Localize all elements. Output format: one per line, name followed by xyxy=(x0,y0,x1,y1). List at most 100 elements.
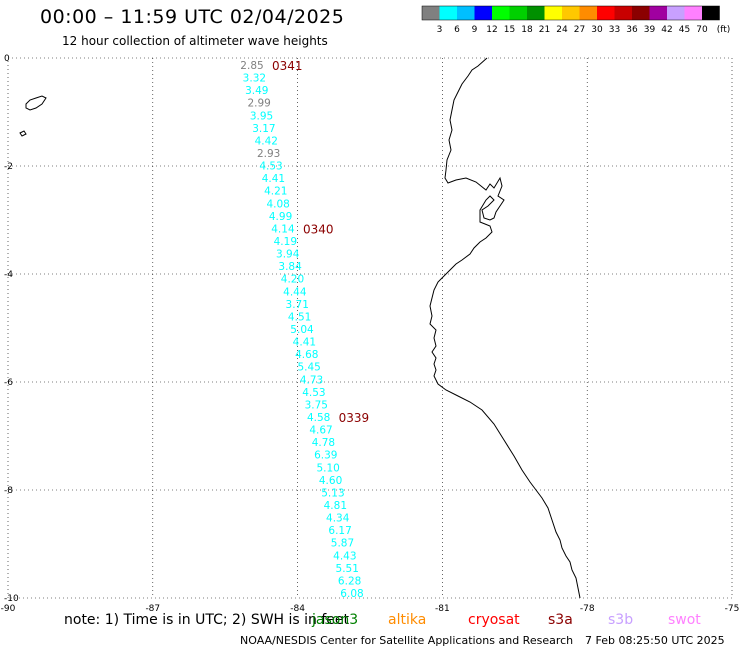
wave-height-value: 3.95 xyxy=(250,110,273,122)
wave-height-value: 4.78 xyxy=(312,437,335,449)
colorbar-swatch xyxy=(702,6,720,20)
map-title: 00:00 – 11:59 UTC 02/04/2025 xyxy=(40,6,345,28)
wave-height-value: 4.19 xyxy=(274,236,297,248)
wave-height-value: 6.08 xyxy=(340,588,363,600)
wave-height-value: 4.51 xyxy=(288,311,311,323)
island-1 xyxy=(25,95,47,111)
wave-height-value: 3.75 xyxy=(305,399,328,411)
colorbar-label: 30 xyxy=(591,25,603,35)
colorbar-label: 24 xyxy=(556,25,568,35)
wave-height-value: 4.99 xyxy=(269,211,292,223)
map-grid xyxy=(7,57,733,599)
wave-height-value: 4.43 xyxy=(333,550,356,562)
wave-height-value: 2.99 xyxy=(247,98,270,110)
wave-height-value: 4.42 xyxy=(255,135,278,147)
wave-height-value: 4.34 xyxy=(326,513,350,525)
satellite-legend-cryosat: cryosat xyxy=(468,612,520,628)
pass-time-label: 0340 xyxy=(303,222,334,236)
wave-height-value: 5.45 xyxy=(297,362,320,374)
colorbar-label: 3 xyxy=(437,25,443,35)
wave-height-value: 4.58 xyxy=(307,412,330,424)
wave-height-value: 4.73 xyxy=(300,374,323,386)
altimeter-track: 2.853.323.492.993.953.174.422.934.534.41… xyxy=(240,59,369,600)
wave-height-value: 6.28 xyxy=(338,575,361,587)
x-tick-label: -78 xyxy=(580,604,595,614)
footer-note: note: 1) Time is in UTC; 2) SWH is in fe… xyxy=(64,612,350,628)
colorbar-swatch xyxy=(684,6,702,20)
wave-height-value: 4.20 xyxy=(281,274,304,286)
colorbar-label: 15 xyxy=(504,25,515,35)
colorbar-swatch xyxy=(422,6,440,20)
wave-height-value: 3.84 xyxy=(278,261,302,273)
y-tick-label: 0 xyxy=(4,54,10,64)
satellite-legend-s3a: s3a xyxy=(548,612,573,628)
colorbar-swatch xyxy=(597,6,615,20)
axis-tick-labels: -90 -87 -84 -81 -78 -75 0 -2 -4 -6 -8 -10 xyxy=(1,54,740,614)
satellite-legend-jason3: jason3 xyxy=(312,612,359,628)
colorbar-label: 6 xyxy=(454,25,460,35)
wave-height-value: 3.94 xyxy=(276,249,300,261)
satellite-legend-s3b: s3b xyxy=(608,612,634,628)
colorbar-swatch xyxy=(649,6,667,20)
wave-height-value: 4.41 xyxy=(262,173,285,185)
wave-height-value: 3.32 xyxy=(243,73,266,85)
map-subtitle: 12 hour collection of altimeter wave hei… xyxy=(62,34,328,48)
colorbar-swatch xyxy=(457,6,475,20)
wave-height-value: 3.17 xyxy=(252,123,275,135)
generation-timestamp: 7 Feb 08:25:50 UTC 2025 xyxy=(585,634,725,647)
colorbar-label: 33 xyxy=(609,25,620,35)
pass-time-label: 0339 xyxy=(339,411,370,425)
wave-height-value: 2.93 xyxy=(257,148,280,160)
colorbar-label: 45 xyxy=(679,25,690,35)
colorbar-legend: 3 6 9 12 15 18 21 24 27 30 33 36 39 42 45 70 (ft) xyxy=(421,5,731,35)
south-america-coastline xyxy=(429,57,581,599)
colorbar-unit: (ft) xyxy=(717,25,731,35)
wave-height-value: 4.67 xyxy=(309,425,332,437)
colorbar-label: 12 xyxy=(486,25,497,35)
y-tick-label: -10 xyxy=(4,594,19,604)
colorbar-label: 39 xyxy=(644,25,656,35)
wave-height-value: 6.39 xyxy=(314,450,337,462)
y-tick-label: -4 xyxy=(4,270,13,280)
colorbar-swatch xyxy=(509,6,527,20)
x-tick-label: -81 xyxy=(435,604,450,614)
wave-height-value: 4.21 xyxy=(264,186,287,198)
colorbar-label: 18 xyxy=(521,25,533,35)
colorbar-label: 21 xyxy=(539,25,550,35)
wave-height-value: 2.85 xyxy=(240,60,263,72)
colorbar-swatch xyxy=(562,6,580,20)
colorbar-swatch xyxy=(439,6,457,20)
colorbar-swatch xyxy=(632,6,650,20)
x-tick-label: -90 xyxy=(1,604,16,614)
wave-height-value: 5.87 xyxy=(331,538,354,550)
wave-height-value: 4.53 xyxy=(259,161,282,173)
wave-height-value: 4.53 xyxy=(302,387,325,399)
wave-height-value: 4.08 xyxy=(266,198,289,210)
colorbar-label: 42 xyxy=(661,25,672,35)
wave-height-value: 4.68 xyxy=(295,349,318,361)
wave-height-value: 4.81 xyxy=(324,500,347,512)
credit-line: NOAA/NESDIS Center for Satellite Applica… xyxy=(240,634,574,647)
y-tick-label: -2 xyxy=(4,162,13,172)
satellite-legend-swot: swot xyxy=(668,612,701,628)
colorbar-swatch xyxy=(527,6,545,20)
wave-height-value: 6.17 xyxy=(328,525,351,537)
colorbar-label: 70 xyxy=(696,25,708,35)
wave-height-value: 3.49 xyxy=(245,85,268,97)
pass-time-label: 0341 xyxy=(272,59,303,73)
colorbar-swatch xyxy=(579,6,597,20)
map-frame xyxy=(7,57,733,599)
wave-height-value: 5.10 xyxy=(316,462,339,474)
island-2 xyxy=(19,130,27,137)
colorbar-label: 9 xyxy=(472,25,478,35)
colorbar-swatch xyxy=(544,6,562,20)
wave-height-value: 5.13 xyxy=(321,487,344,499)
colorbar-swatch xyxy=(474,6,492,20)
colorbar-frame xyxy=(421,5,720,21)
wave-height-value: 5.51 xyxy=(336,563,359,575)
wave-height-value: 4.14 xyxy=(271,223,295,235)
y-tick-label: -6 xyxy=(4,378,13,388)
wave-height-value: 4.44 xyxy=(283,286,307,298)
wave-height-value: 4.41 xyxy=(293,337,316,349)
